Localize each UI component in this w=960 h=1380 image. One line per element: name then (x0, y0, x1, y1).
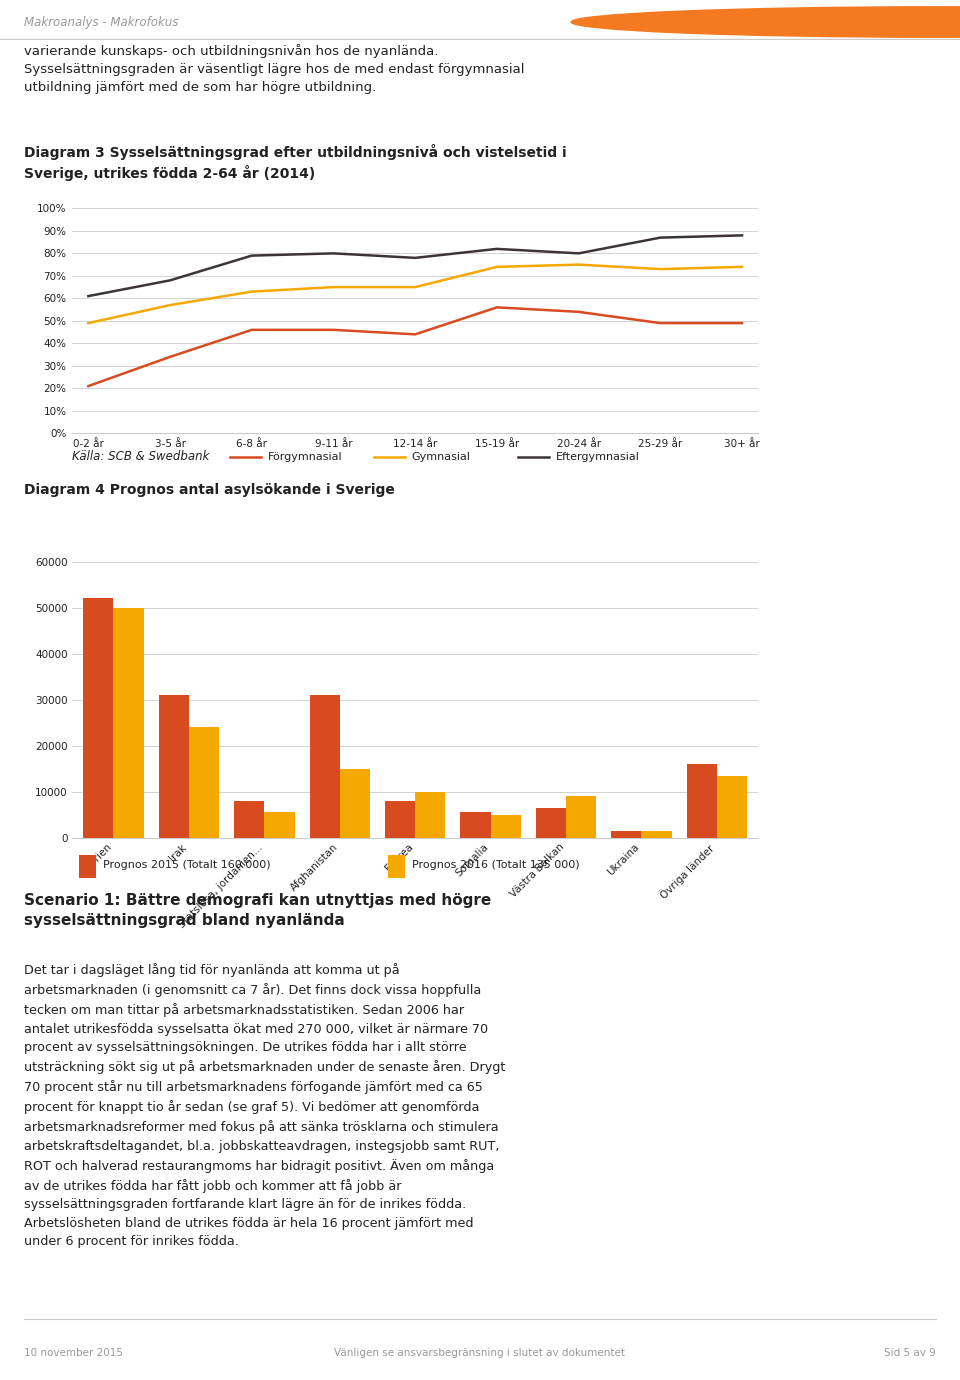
Bar (717, 776, 747, 838)
Text: Scenario 1: Bättre demografi kan utnyttjas med högre
sysselsättningsgrad bland n: Scenario 1: Bättre demografi kan utnyttj… (24, 893, 492, 927)
Bar (491, 814, 520, 838)
Bar (340, 769, 370, 838)
FancyBboxPatch shape (79, 854, 96, 878)
Text: Prognos 2015 (Totalt 160 000): Prognos 2015 (Totalt 160 000) (103, 860, 271, 871)
Bar (536, 807, 566, 838)
Text: Eftergymnasial: Eftergymnasial (556, 451, 639, 462)
Bar (566, 796, 596, 838)
Text: Prognos 2016 (Totalt 135 000): Prognos 2016 (Totalt 135 000) (412, 860, 580, 871)
Bar (84, 599, 113, 838)
Bar (113, 607, 144, 838)
Text: Sid 5 av 9: Sid 5 av 9 (884, 1348, 936, 1358)
Bar (309, 696, 340, 838)
Bar (385, 800, 415, 838)
Text: Diagram 4 Prognos antal asylsökande i Sverige: Diagram 4 Prognos antal asylsökande i Sv… (24, 483, 395, 497)
Text: Diagram 3 Sysselsättningsgrad efter utbildningsnivå och vistelsetid i
Sverige, u: Diagram 3 Sysselsättningsgrad efter utbi… (24, 144, 566, 181)
Bar (264, 813, 295, 838)
Circle shape (571, 7, 960, 37)
Text: Gymnasial: Gymnasial (412, 451, 470, 462)
FancyBboxPatch shape (388, 854, 405, 878)
Text: Swedbank: Swedbank (845, 15, 933, 29)
Text: varierande kunskaps- och utbildningsnivån hos de nyanlända.
Sysselsättningsgrade: varierande kunskaps- och utbildningsnivå… (24, 44, 524, 94)
Text: Det tar i dagsläget lång tid för nyanlända att komma ut på
arbetsmarknaden (i ge: Det tar i dagsläget lång tid för nyanlän… (24, 963, 505, 1249)
Bar (641, 831, 672, 838)
Bar (612, 831, 641, 838)
Text: Källa: SCB & Swedbank: Källa: SCB & Swedbank (72, 450, 209, 464)
Bar (234, 800, 264, 838)
Bar (189, 727, 219, 838)
Bar (158, 696, 189, 838)
Bar (686, 765, 717, 838)
Bar (415, 792, 445, 838)
Text: Vänligen se ansvarsbegränsning i slutet av dokumentet: Vänligen se ansvarsbegränsning i slutet … (334, 1348, 626, 1358)
Text: Makroanalys - Makrofokus: Makroanalys - Makrofokus (24, 15, 179, 29)
Text: 10 november 2015: 10 november 2015 (24, 1348, 123, 1358)
Text: Förgymnasial: Förgymnasial (268, 451, 343, 462)
Bar (461, 813, 491, 838)
